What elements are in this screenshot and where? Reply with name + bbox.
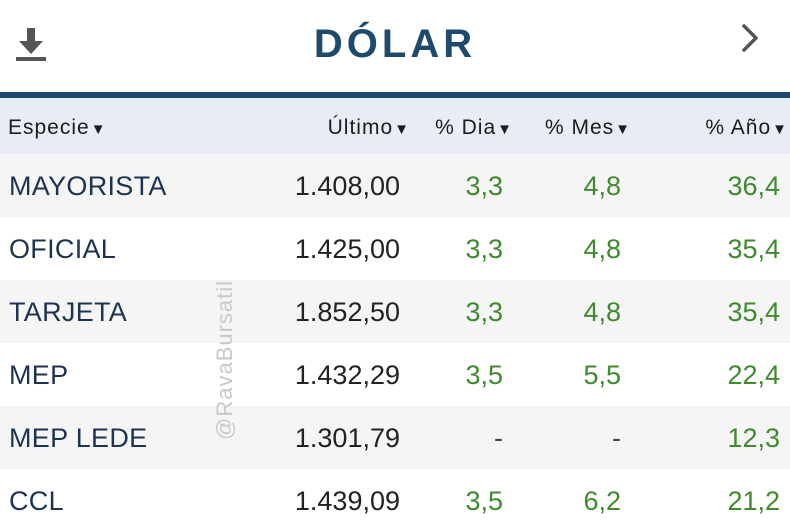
sort-down-icon: ▼ bbox=[394, 121, 410, 138]
anio-cell: 22,4 bbox=[727, 360, 780, 390]
ultimo-cell: 1.439,09 bbox=[294, 486, 400, 516]
column-header-label: % Mes bbox=[544, 116, 615, 139]
dia-cell: 3,5 bbox=[465, 486, 503, 516]
watermark: @RavaBursatil bbox=[212, 279, 237, 440]
mes-cell: 6,2 bbox=[583, 486, 621, 516]
table-row[interactable]: MEP 1.432,29 3,5 5,5 22,4 bbox=[0, 343, 790, 406]
sort-down-icon: ▼ bbox=[90, 121, 107, 138]
column-header-label: Último bbox=[327, 116, 394, 139]
download-icon[interactable] bbox=[14, 26, 48, 62]
especie-cell: MAYORISTA bbox=[9, 171, 167, 201]
table-row[interactable]: MEP LEDE 1.301,79 - - 12,3 bbox=[0, 406, 790, 469]
column-header-label: Especie bbox=[8, 116, 90, 139]
table-row[interactable]: OFICIAL 1.425,00 3,3 4,8 35,4 bbox=[0, 217, 790, 280]
anio-cell: 35,4 bbox=[727, 234, 780, 264]
dia-cell: 3,5 bbox=[465, 360, 503, 390]
mes-cell: 4,8 bbox=[583, 234, 621, 264]
header-divider bbox=[0, 92, 790, 98]
sort-down-icon: ▼ bbox=[615, 121, 631, 138]
anio-cell: 36,4 bbox=[727, 171, 780, 201]
ultimo-cell: 1.425,00 bbox=[294, 234, 400, 264]
mes-cell: 4,8 bbox=[583, 297, 621, 327]
header-bar: DÓLAR bbox=[0, 0, 790, 92]
especie-cell: TARJETA bbox=[9, 297, 128, 327]
column-header-ultimo[interactable]: Último▼ bbox=[328, 116, 410, 140]
sort-down-icon: ▼ bbox=[497, 121, 513, 138]
column-header-label: % Año bbox=[705, 116, 772, 139]
mes-cell: - bbox=[612, 423, 621, 453]
especie-cell: MEP bbox=[9, 360, 69, 390]
anio-cell: 35,4 bbox=[727, 297, 780, 327]
sort-down-icon: ▼ bbox=[772, 121, 788, 138]
column-header-anio[interactable]: % Año▼ bbox=[705, 116, 788, 140]
dia-cell: 3,3 bbox=[465, 234, 503, 264]
mes-cell: 4,8 bbox=[583, 171, 621, 201]
especie-cell: CCL bbox=[9, 486, 64, 516]
table-header: Especie▼ Último▼ % Dia▼ % Mes▼ % Año▼ bbox=[0, 98, 790, 154]
column-header-mes[interactable]: % Mes▼ bbox=[545, 116, 631, 140]
anio-cell: 21,2 bbox=[727, 486, 780, 516]
table-row[interactable]: TARJETA 1.852,50 3,3 4,8 35,4 bbox=[0, 280, 790, 343]
dia-cell: 3,3 bbox=[465, 171, 503, 201]
especie-cell: OFICIAL bbox=[9, 234, 117, 264]
especie-cell: MEP LEDE bbox=[9, 423, 148, 453]
ultimo-cell: 1.408,00 bbox=[294, 171, 400, 201]
table-row[interactable]: CCL 1.439,09 3,5 6,2 21,2 bbox=[0, 469, 790, 532]
chevron-right-icon[interactable] bbox=[736, 22, 764, 54]
dia-cell: 3,3 bbox=[465, 297, 503, 327]
dia-cell: - bbox=[494, 423, 503, 453]
table-row[interactable]: MAYORISTA 1.408,00 3,3 4,8 36,4 bbox=[0, 154, 790, 217]
ultimo-cell: 1.301,79 bbox=[294, 423, 400, 453]
page-title: DÓLAR bbox=[313, 22, 477, 66]
ultimo-cell: 1.432,29 bbox=[294, 360, 400, 390]
ultimo-cell: 1.852,50 bbox=[294, 297, 400, 327]
anio-cell: 12,3 bbox=[727, 423, 780, 453]
column-header-dia[interactable]: % Dia▼ bbox=[435, 116, 513, 140]
mes-cell: 5,5 bbox=[583, 360, 621, 390]
column-header-especie[interactable]: Especie▼ bbox=[8, 116, 107, 140]
column-header-label: % Dia bbox=[435, 116, 497, 139]
